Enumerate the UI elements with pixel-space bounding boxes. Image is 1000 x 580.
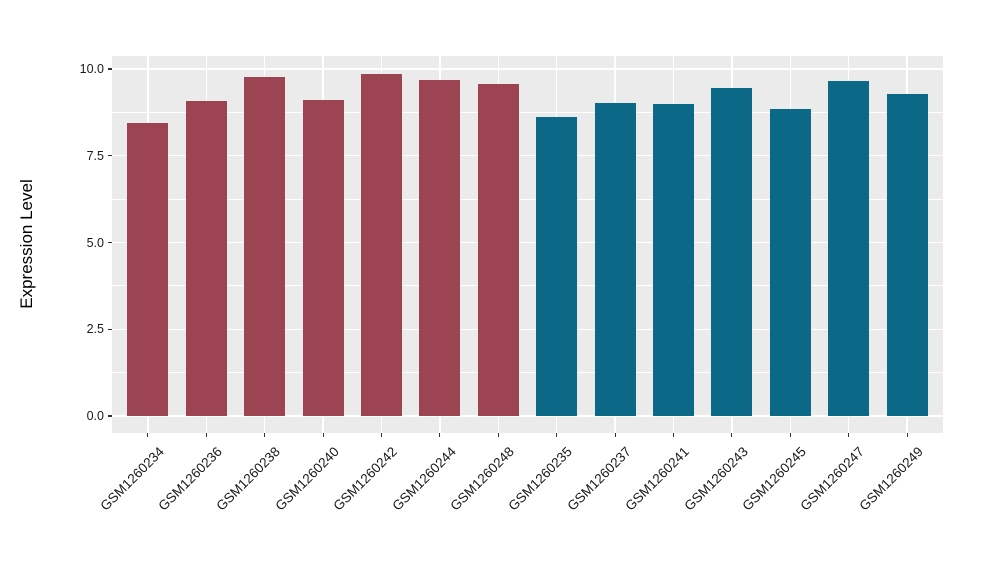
y-tick-mark [108,328,112,330]
x-tick-mark [380,433,383,437]
y-tick-label: 7.5 [86,148,104,163]
minor-gridline [112,111,943,113]
minor-gridline [112,285,943,287]
major-gridline [112,241,943,244]
bar [244,77,286,416]
y-tick-label: 0.0 [86,409,104,423]
x-tick-mark [439,433,441,437]
x-tick-mark [147,433,149,437]
y-tick-mark [108,68,112,70]
x-tick-mark [672,433,675,437]
bar [536,116,578,416]
bar [594,103,636,416]
x-tick-mark [264,433,266,437]
bar [302,99,344,416]
bar [127,122,169,416]
y-tick-label: 2.5 [86,322,104,337]
plot-panel [112,56,943,433]
major-gridline [112,68,943,70]
x-tick-mark [848,433,850,437]
y-tick-mark [108,241,112,244]
bar [419,80,461,416]
minor-gridline [112,198,943,200]
x-tick-mark [205,433,207,437]
x-tick-mark [614,433,616,437]
bar [711,88,753,416]
y-tick-mark [108,415,112,417]
major-gridline [112,415,943,417]
bar [653,104,694,416]
y-tick-mark [108,155,112,157]
x-tick-mark [556,433,558,437]
bar [886,93,928,416]
bar [828,81,870,416]
bar [477,83,519,416]
minor-gridline [112,372,943,374]
x-tick-mark [906,433,908,437]
major-gridline [112,155,943,157]
x-tick-mark [731,433,733,437]
bar [185,101,227,416]
bar [361,74,402,416]
x-tick-mark [322,433,324,437]
y-tick-label: 5.0 [86,235,104,250]
y-tick-label: 10.0 [79,62,104,76]
x-tick-mark [497,433,499,437]
bar [769,108,811,416]
major-gridline [112,328,943,330]
x-tick-mark [789,433,791,437]
